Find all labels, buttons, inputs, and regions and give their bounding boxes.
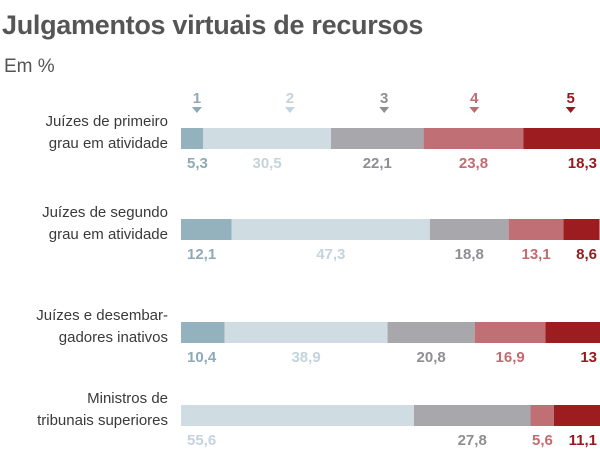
bar-segment-2: [203, 128, 332, 149]
legend: 1 2 3 4 5: [191, 90, 576, 113]
bar-segment-3: [413, 405, 531, 426]
bar-segment-1: [181, 322, 225, 343]
legend-marker-3: [379, 107, 390, 113]
category-label: Ministros de: [87, 390, 168, 407]
legend-label-4: 4: [470, 90, 479, 107]
bar-segment-4: [423, 128, 524, 149]
legend-label-1: 1: [193, 90, 201, 107]
value-label: 55,6: [187, 432, 216, 449]
bar-segment-5: [545, 322, 600, 343]
bar-segment-2: [181, 405, 414, 426]
legend-marker-1: [191, 107, 202, 113]
value-label: 12,1: [187, 246, 216, 263]
value-label: 13: [580, 349, 597, 366]
legend-label-2: 2: [286, 90, 294, 107]
category-label: Juízes e desembar-: [36, 307, 168, 324]
category-label: grau em atividade: [49, 135, 168, 152]
bar-segment-1: [181, 219, 232, 240]
value-label: 38,9: [291, 349, 320, 366]
chart-row: Juízes de segundo grau em atividade 12,1 47…: [42, 204, 600, 263]
bar-segment-4: [474, 322, 546, 343]
bar-segment-4: [530, 405, 554, 426]
bar-segment-5: [563, 219, 600, 240]
category-label: tribunais superiores: [37, 412, 168, 429]
legend-marker-4: [469, 107, 480, 113]
category-label: gadores inativos: [59, 329, 168, 346]
value-label: 18,3: [568, 155, 597, 172]
bar-segment-5: [523, 128, 600, 149]
legend-label-5: 5: [566, 90, 574, 107]
value-label: 23,8: [459, 155, 488, 172]
chart-row: Juízes de primeiro grau em atividade 5,3 30…: [45, 113, 600, 172]
bar-segment-3: [387, 322, 475, 343]
chart-row: Ministros de tribunais superiores 55,6 27,8…: [37, 390, 600, 449]
legend-marker-2: [284, 107, 295, 113]
value-label: 16,9: [496, 349, 525, 366]
bar-segment-3: [429, 219, 509, 240]
value-label: 13,1: [522, 246, 551, 263]
value-label: 5,3: [187, 155, 208, 172]
category-label: Juízes de segundo: [42, 204, 168, 221]
bar-segment-1: [181, 128, 204, 149]
value-label: 8,6: [576, 246, 597, 263]
value-label: 10,4: [187, 349, 217, 366]
chart-rows: Juízes de primeiro grau em atividade 5,3 30…: [36, 113, 600, 449]
category-label: Juízes de primeiro: [45, 113, 168, 130]
value-label: 11,1: [569, 432, 597, 449]
legend-label-3: 3: [380, 90, 388, 107]
legend-marker-5: [565, 107, 576, 113]
value-label: 47,3: [316, 246, 345, 263]
bar-segment-5: [553, 405, 600, 426]
bar-segment-2: [224, 322, 388, 343]
bar-segment-3: [331, 128, 424, 149]
value-label: 5,6: [532, 432, 553, 449]
value-label: 20,8: [417, 349, 446, 366]
bar-segment-4: [508, 219, 564, 240]
chart-subtitle: Em %: [4, 56, 55, 77]
chart-title: Julgamentos virtuais de recursos: [2, 10, 424, 40]
value-label: 30,5: [253, 155, 282, 172]
category-label: grau em atividade: [49, 226, 168, 243]
value-label: 18,8: [455, 246, 484, 263]
value-label: 27,8: [458, 432, 487, 449]
chart-row: Juízes e desembar-gadores inativos 10,4 38…: [36, 307, 600, 366]
value-label: 22,1: [363, 155, 392, 172]
bar-segment-2: [231, 219, 430, 240]
